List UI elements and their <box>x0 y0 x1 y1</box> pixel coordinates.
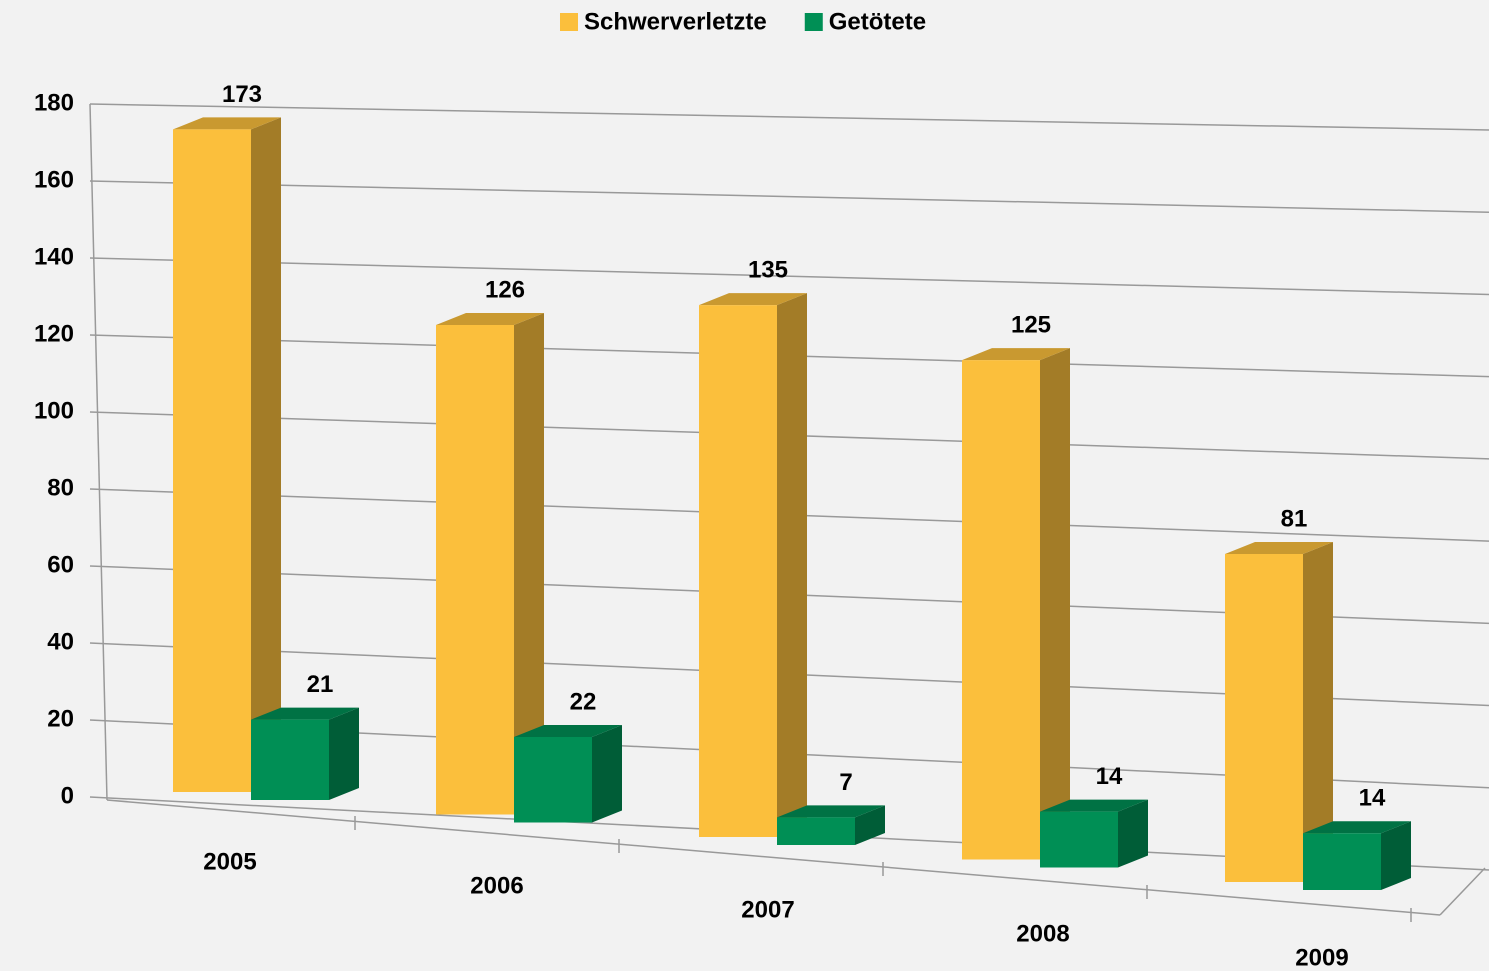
bar <box>251 719 329 800</box>
data-label: 173 <box>222 81 262 108</box>
bar-top <box>436 312 544 325</box>
y-tick-label: 20 <box>47 705 74 732</box>
bar <box>1040 811 1118 868</box>
grid-line <box>89 103 1489 131</box>
y-tick-label: 140 <box>34 243 74 270</box>
bar-side <box>1118 799 1148 868</box>
bar-side <box>592 725 622 823</box>
bar-top <box>173 117 281 130</box>
y-tick-label: 80 <box>47 474 74 501</box>
bar-top <box>699 293 807 306</box>
y-tick-label: 160 <box>34 166 74 193</box>
bar <box>699 305 777 838</box>
legend-label: Getötete <box>829 8 926 35</box>
bar-top <box>1225 541 1333 554</box>
bar-side <box>251 117 281 792</box>
y-tick-label: 40 <box>47 628 74 655</box>
x-tick-label: 2006 <box>470 872 523 899</box>
bar-top <box>514 725 622 738</box>
bar-side <box>1381 821 1411 890</box>
bar <box>173 129 251 792</box>
y-axis <box>89 103 108 801</box>
bar <box>514 737 592 823</box>
data-label: 135 <box>748 256 788 283</box>
legend-swatch <box>804 13 823 31</box>
legend-label: Schwerverletzte <box>584 8 767 35</box>
y-tick-label: 100 <box>34 397 74 424</box>
bar-side <box>329 707 359 800</box>
data-label: 22 <box>570 688 597 715</box>
x-tick-label: 2008 <box>1016 920 1069 947</box>
bar-top <box>962 348 1070 361</box>
floor-right <box>1439 867 1486 916</box>
x-tick-label: 2007 <box>741 896 794 923</box>
data-label: 21 <box>307 671 334 698</box>
bar <box>962 360 1040 860</box>
bar-side <box>855 805 885 845</box>
y-tick-label: 180 <box>34 89 74 116</box>
data-label: 14 <box>1359 785 1386 812</box>
bar-side <box>777 293 807 838</box>
data-label: 14 <box>1096 763 1123 790</box>
bar <box>777 817 855 845</box>
bar-top <box>1303 821 1411 834</box>
y-tick-label: 0 <box>61 782 74 809</box>
y-tick-label: 60 <box>47 551 74 578</box>
bar-top <box>777 805 885 818</box>
x-tick-label: 2005 <box>203 848 256 875</box>
bar <box>436 324 514 815</box>
data-label: 126 <box>485 276 525 303</box>
bar-side <box>1040 348 1070 860</box>
data-label: 81 <box>1281 505 1308 532</box>
y-tick-label: 120 <box>34 320 74 347</box>
bar-top <box>1040 799 1148 812</box>
data-label: 125 <box>1011 311 1051 338</box>
x-tick-label: 2009 <box>1295 944 1348 971</box>
grid-line <box>89 257 1489 296</box>
floor-front <box>106 799 1441 916</box>
bar <box>1225 553 1303 882</box>
legend-swatch <box>560 13 578 31</box>
bar-side <box>514 312 544 815</box>
bar <box>1303 833 1381 890</box>
grid-line <box>89 180 1489 213</box>
bar-side <box>1303 541 1333 882</box>
data-label: 7 <box>839 769 852 796</box>
bar-top <box>251 707 359 720</box>
